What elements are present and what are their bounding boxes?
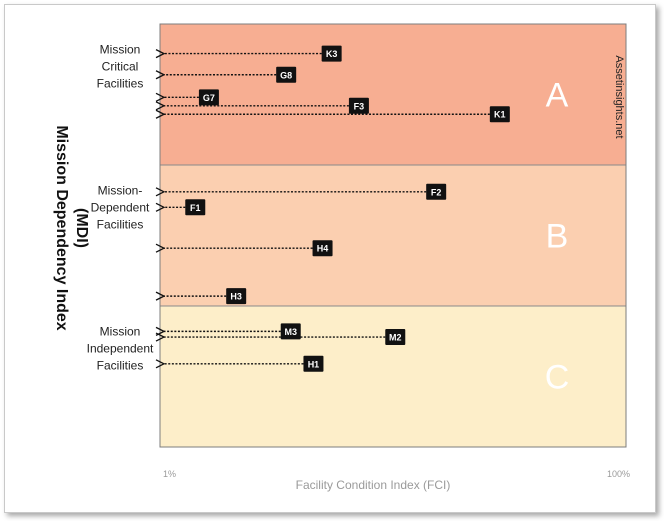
point-marker-f2 xyxy=(426,183,447,200)
point-label-k1: K1 xyxy=(494,110,506,120)
watermark-text: Assetinsights.net xyxy=(613,55,625,138)
point-label-h1: H1 xyxy=(308,359,320,369)
point-label-k3: K3 xyxy=(326,49,338,59)
zone-c-label-line: Independent xyxy=(87,341,154,355)
x-tick-max: 100% xyxy=(607,469,630,479)
zone-a-label-line: Critical xyxy=(102,59,139,73)
point-label-h4: H4 xyxy=(317,244,329,254)
zone-b-letter: B xyxy=(546,218,569,256)
x-axis-label: Facility Condition Index (FCI) xyxy=(296,478,451,492)
point-marker-h3 xyxy=(226,288,247,305)
y-axis-label-line: (MDI) xyxy=(73,208,90,248)
point-marker-g8 xyxy=(276,66,297,83)
point-label-m2: M2 xyxy=(389,333,402,343)
point-marker-h1 xyxy=(303,355,324,372)
x-tick-min: 1% xyxy=(163,469,176,479)
point-marker-h4 xyxy=(312,240,333,257)
point-label-g8: G8 xyxy=(280,70,292,80)
point-label-h3: H3 xyxy=(230,292,242,302)
y-axis-label-line: Mission Dependency Index xyxy=(53,125,70,330)
zone-b-label-line: Mission- xyxy=(98,183,143,197)
zone-c-label-line: Facilities xyxy=(97,358,144,372)
point-marker-k1 xyxy=(489,106,510,123)
point-marker-f3 xyxy=(348,97,369,114)
zone-c-letter: C xyxy=(545,359,570,397)
point-marker-m2 xyxy=(385,329,406,346)
zone-b-band xyxy=(159,164,627,307)
point-label-g7: G7 xyxy=(203,93,215,103)
zone-a-letter: A xyxy=(546,77,569,115)
point-marker-f1 xyxy=(185,199,206,216)
point-label-f2: F2 xyxy=(431,187,442,197)
point-marker-m3 xyxy=(280,323,301,340)
point-marker-g7 xyxy=(198,89,219,106)
point-marker-k3 xyxy=(321,45,342,62)
zone-c-label-line: Mission xyxy=(100,324,141,338)
point-label-m3: M3 xyxy=(284,327,297,337)
point-label-f1: F1 xyxy=(190,203,201,213)
zone-b-label-line: Facilities xyxy=(97,217,144,231)
zone-a-label-line: Mission xyxy=(100,42,141,56)
zone-a-label-line: Facilities xyxy=(97,76,144,90)
zone-b-label-line: Dependent xyxy=(91,200,150,214)
plot-border xyxy=(159,23,627,448)
zone-a-band xyxy=(159,23,627,166)
point-label-f3: F3 xyxy=(354,101,365,111)
